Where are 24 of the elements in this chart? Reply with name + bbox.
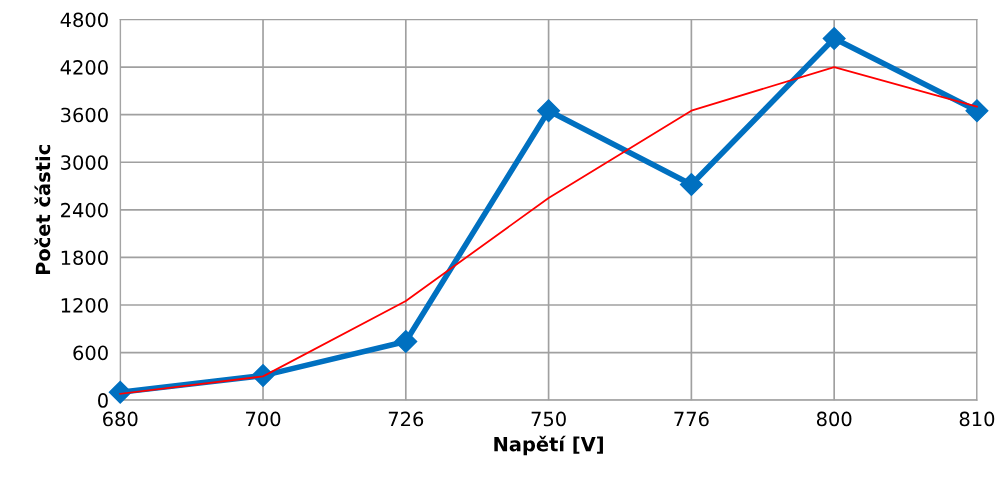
point <box>822 27 846 51</box>
point <box>679 172 703 196</box>
y-tick-label: 1200 <box>61 297 108 313</box>
x-tick-label: 680 <box>103 411 138 427</box>
y-tick-label: 1800 <box>61 250 108 266</box>
x-tick-label: 776 <box>674 411 709 427</box>
x-axis-title: Napětí [V] <box>494 435 603 456</box>
y-axis-title: Počet částic <box>34 145 51 275</box>
y-tick-label: 3600 <box>61 107 108 123</box>
y-tick-label: 0 <box>98 393 108 408</box>
y-tick-label: 600 <box>73 345 108 361</box>
point <box>965 99 989 123</box>
x-tick-label: 726 <box>388 411 424 427</box>
x-tick-label: 700 <box>246 411 281 427</box>
y-tick-label: 4800 <box>60 12 108 28</box>
point <box>394 329 418 353</box>
x-tick-label: 810 <box>959 411 995 427</box>
point <box>537 99 561 123</box>
x-tick-label: 750 <box>531 411 566 427</box>
y-tick-label: 2400 <box>61 202 108 218</box>
x-tick-label: 800 <box>816 411 852 427</box>
point <box>108 380 132 404</box>
y-tick-label: 4200 <box>60 60 108 75</box>
y-tick-label: 3000 <box>61 155 108 170</box>
